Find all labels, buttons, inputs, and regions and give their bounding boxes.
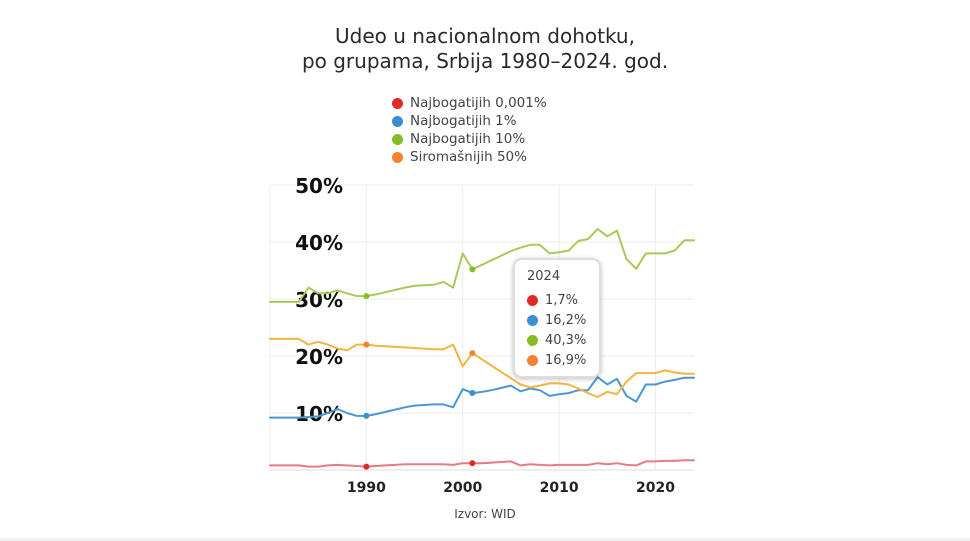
data-point [469,390,476,397]
data-point [469,266,476,273]
tooltip-value: 16,9% [545,353,587,368]
y-tick-label: 50% [295,174,343,198]
x-tick-label: 2000 [443,480,482,496]
series-line-0 [269,459,695,468]
legend-dot-icon [392,151,403,163]
legend-label: Najbogatijih 0,001% [410,95,547,111]
tooltip: 2024 1,7% 16,2% 40,3% 16,9% [513,258,601,378]
tooltip-value: 1,7% [545,293,579,308]
legend: Najbogatijih 0,001% Najbogatijih 1% Najb… [392,94,547,166]
y-tick-label: 10% [295,402,343,426]
chart-title: Udeo u nacionalnom dohotku, po grupama, … [0,24,970,74]
dot-icon [527,335,538,346]
legend-dot-icon [392,97,403,109]
series-line-1 [269,376,695,419]
x-tick-label: 1990 [347,480,386,496]
legend-label: Najbogatijih 1% [410,113,517,129]
data-point [363,293,370,300]
dot-icon [527,355,538,366]
data-point [363,412,370,419]
source-note: Izvor: WID [454,507,516,521]
tooltip-year: 2024 [527,269,561,284]
legend-dot-icon [392,133,403,145]
legend-item-bottom-50[interactable]: Siromašnijih 50% [392,148,547,166]
tooltip-row: 40,3% [527,333,586,348]
legend-label: Siromašnijih 50% [410,149,527,165]
tooltip-value: 16,2% [545,313,587,328]
x-tick-label: 2010 [540,480,579,496]
y-tick-label: 20% [295,345,343,369]
series-line-3 [269,337,695,398]
title-line-1: Udeo u nacionalnom dohotku, [335,24,635,48]
legend-item-top-0001[interactable]: Najbogatijih 0,001% [392,94,547,112]
title-line-2: po grupama, Srbija 1980–2024. god. [301,49,669,73]
series-line-2 [269,227,695,303]
dot-icon [527,315,538,326]
data-point [363,463,370,470]
tooltip-value: 40,3% [545,333,587,348]
legend-dot-icon [392,115,403,127]
data-point [363,341,370,348]
tooltip-row: 16,2% [527,313,586,328]
data-point [469,460,476,467]
data-point [469,350,476,357]
divider [0,538,970,541]
y-tick-label: 40% [295,231,343,255]
legend-item-top-10[interactable]: Najbogatijih 10% [392,130,547,148]
tooltip-row: 1,7% [527,293,578,308]
x-tick-label: 2020 [636,480,675,496]
legend-label: Najbogatijih 10% [410,131,526,147]
legend-item-top-1[interactable]: Najbogatijih 1% [392,112,547,130]
dot-icon [527,295,538,306]
tooltip-row: 16,9% [527,353,586,368]
